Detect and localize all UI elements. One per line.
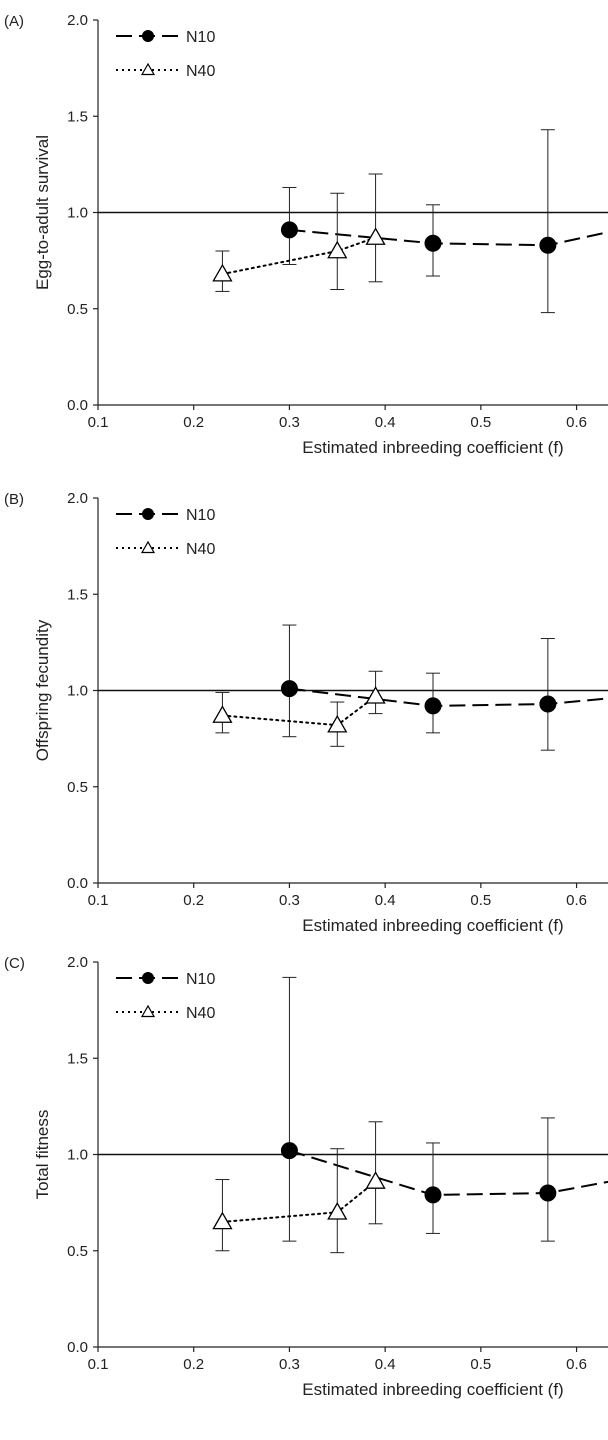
x-tick-label: 0.2 [183,414,204,431]
y-tick-label: 0.5 [67,779,88,796]
series-n40: N40 [116,62,386,292]
legend-marker [140,62,156,76]
data-point [539,1184,557,1202]
y-tick-label: 2.0 [67,12,88,29]
x-tick-label: 0.4 [375,892,396,909]
chart-panel-3: 0.00.51.01.52.00.10.20.30.40.50.60.70.8E… [4,954,608,1399]
data-point [539,236,557,254]
y-tick-label: 1.0 [67,683,88,700]
legend-label: N40 [186,1005,215,1022]
x-axis-title: Estimated inbreeding coefficient (f) [302,438,563,457]
data-point [212,705,233,723]
data-point [424,1186,442,1204]
y-tick-label: 1.0 [67,205,88,222]
series-n40: N40 [116,1004,386,1254]
data-point [365,1171,386,1189]
x-tick-label: 0.1 [88,1356,109,1373]
x-tick-label: 0.5 [470,414,491,431]
panel-label: (C) [4,955,25,972]
legend-marker [142,508,154,520]
x-axis-title: Estimated inbreeding coefficient (f) [302,1380,563,1399]
data-point [212,1211,233,1230]
x-tick-label: 0.3 [279,414,300,431]
y-tick-label: 0.0 [67,1339,88,1356]
x-tick-label: 0.5 [470,1356,491,1373]
y-tick-label: 1.5 [67,108,88,125]
x-tick-label: 0.2 [183,1356,204,1373]
x-tick-label: 0.5 [470,892,491,909]
y-axis-title: Egg-to-adult survival [33,135,52,290]
x-tick-label: 0.3 [279,1356,300,1373]
x-tick-label: 0.6 [566,414,587,431]
x-axis-title: Estimated inbreeding coefficient (f) [302,916,563,935]
data-point [365,227,386,245]
data-point [280,221,298,239]
x-tick-label: 0.2 [183,892,204,909]
data-point [327,1201,348,1220]
y-tick-label: 0.5 [67,301,88,318]
y-tick-label: 1.5 [67,1050,88,1067]
y-tick-label: 0.0 [67,397,88,414]
series-line [221,695,377,727]
x-tick-label: 0.3 [279,892,300,909]
y-axis-title: Total fitness [33,1110,52,1200]
series-line [221,1180,377,1223]
legend-marker [142,30,154,42]
series-line [289,228,608,247]
x-tick-label: 0.4 [375,1356,396,1373]
legend-marker [140,1004,156,1018]
y-tick-label: 2.0 [67,954,88,971]
x-tick-label: 0.4 [375,414,396,431]
data-point [327,714,348,733]
chart-panel-2: 0.00.51.01.52.00.10.20.30.40.50.60.70.8E… [4,490,608,935]
series-n40: N40 [116,540,386,747]
y-axis-title: Offspring fecundity [33,619,52,761]
data-point [280,680,298,698]
y-tick-label: 1.0 [67,1147,88,1164]
y-tick-label: 0.0 [67,875,88,892]
data-point [212,263,233,282]
series-line [221,236,377,276]
series-n10: N10 [116,29,608,314]
data-point [327,240,348,259]
legend-marker [142,972,154,984]
data-point [424,234,442,252]
panel-label: (A) [4,13,24,30]
x-tick-label: 0.6 [566,892,587,909]
series-line [289,687,608,707]
legend-label: N10 [186,507,215,524]
data-point [280,1142,298,1160]
series-n10: N10 [116,507,608,751]
legend-marker [140,540,156,554]
legend-label: N10 [186,971,215,988]
y-tick-label: 1.5 [67,586,88,603]
legend-label: N40 [186,541,215,558]
data-point [424,697,442,715]
y-tick-label: 2.0 [67,490,88,507]
series-n10: N10 [116,971,608,1242]
x-tick-label: 0.1 [88,414,109,431]
legend-label: N40 [186,63,215,80]
data-point [539,695,557,713]
panel-label: (B) [4,491,24,508]
data-point [365,685,386,704]
x-tick-label: 0.1 [88,892,109,909]
legend-label: N10 [186,29,215,46]
y-tick-label: 0.5 [67,1243,88,1260]
series-line [289,1149,608,1196]
x-tick-label: 0.6 [566,1356,587,1373]
chart-panel-1: 0.00.51.01.52.00.10.20.30.40.50.60.70.8E… [4,12,608,457]
